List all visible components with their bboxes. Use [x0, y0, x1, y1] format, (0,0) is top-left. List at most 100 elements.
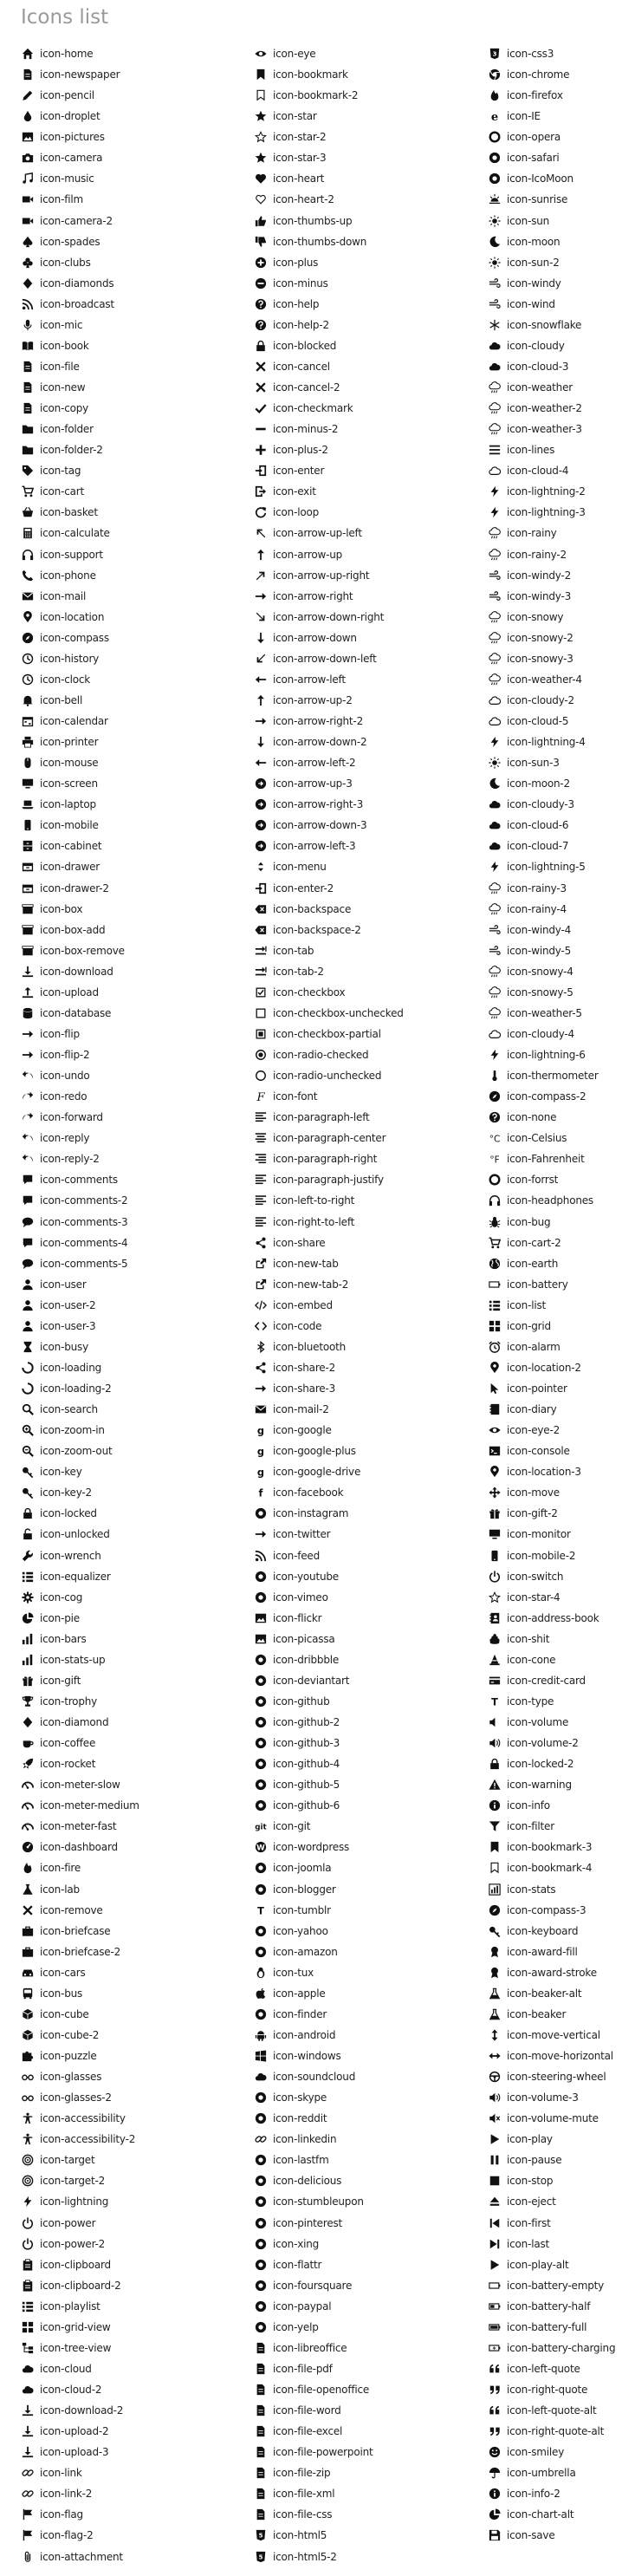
- icon-name-label: icon-mobile: [40, 819, 99, 832]
- icon-name-label: icon-box-remove: [40, 944, 125, 957]
- icon-name-label: icon-reddit: [273, 2112, 327, 2125]
- icon-list-item: icon-exit: [254, 481, 404, 502]
- icon-list-item: icon-move-horizontal: [488, 2046, 615, 2066]
- icon-name-label: icon-flattr: [273, 2258, 322, 2271]
- icon-name-label: icon-arrow-right-2: [273, 715, 364, 728]
- icon-list-item: icon-drawer: [21, 856, 139, 877]
- support-icon: [21, 548, 34, 561]
- first-icon: [488, 2216, 501, 2229]
- wordpress-icon: W: [254, 1841, 267, 1854]
- html5-icon: 5: [254, 2529, 267, 2542]
- cloud-icon: [21, 2362, 34, 2375]
- icon-list-item: icon-volume: [488, 1712, 615, 1733]
- icon-name-label: icon-database: [40, 1006, 112, 1019]
- icon-name-label: icon-css3: [507, 48, 554, 61]
- icon-list-item: icon-bug: [488, 1212, 615, 1233]
- icon-name-label: icon-rainy-3: [507, 881, 567, 894]
- icon-list-item: icon-drawer-2: [21, 878, 139, 899]
- icon-list-item: icon-comments-5: [21, 1253, 139, 1274]
- icon-list-item: icon-left-quote: [488, 2358, 615, 2379]
- icon-name-label: icon-eye: [273, 48, 316, 61]
- icon-name-label: icon-delicious: [273, 2175, 342, 2188]
- icon-name-label: icon-box: [40, 902, 83, 915]
- icon-name-label: icon-snowflake: [507, 318, 582, 331]
- icon-list-item: icon-keyboard: [488, 1921, 615, 1942]
- icon-list-item: icon-loading: [21, 1357, 139, 1378]
- icon-list-item: icon-power-2: [21, 2234, 139, 2254]
- cloud-4-icon: [488, 465, 501, 478]
- icon-name-label: icon-compass-2: [507, 1090, 586, 1103]
- icon-list-item: icon-sun-3: [488, 752, 615, 773]
- icon-list-item: icon-grid-view: [21, 2317, 139, 2338]
- icon-list-item: icon-arrow-up-right: [254, 565, 404, 586]
- tumblr-icon: T: [254, 1903, 267, 1916]
- icon-name-label: icon-heart: [273, 172, 325, 185]
- icon-list-item: icon-earth: [488, 1253, 615, 1274]
- icon-list-item: icon-github-2: [254, 1712, 404, 1733]
- checkmark-icon: [254, 402, 267, 415]
- font-icon: F: [254, 1090, 267, 1103]
- icon-list-item: icon-paragraph-center: [254, 1128, 404, 1148]
- icon-list-item: icon-lastfm: [254, 2150, 404, 2170]
- icon-name-label: icon-move-horizontal: [507, 2050, 613, 2063]
- icon-name-label: icon-tumblr: [273, 1903, 331, 1916]
- icon-name-label: icon-help: [273, 297, 320, 310]
- weather-5-icon: [488, 1006, 501, 1019]
- icon-name-label: icon-git: [273, 1820, 311, 1833]
- icon-name-label: icon-arrow-up-left: [273, 527, 362, 540]
- icon-name-label: icon-github-6: [273, 1799, 340, 1812]
- icon-list-item: icon-support: [21, 544, 139, 565]
- icon-name-label: icon-puzzle: [40, 2050, 97, 2063]
- paypal-icon: [254, 2300, 267, 2313]
- icon-name-label: icon-sunrise: [507, 193, 568, 206]
- icon-list-item: icon-award-fill: [488, 1942, 615, 1962]
- icon-name-label: icon-mobile-2: [507, 1549, 576, 1562]
- icon-name-label: icon-type: [507, 1695, 554, 1708]
- icon-name-label: icon-bookmark-4: [507, 1862, 593, 1875]
- icon-list-item: icon-mobile-2: [488, 1545, 615, 1566]
- icon-name-label: icon-list: [507, 1298, 547, 1311]
- icon-name-label: icon-left-quote-alt: [507, 2404, 597, 2417]
- broadcast-icon: [21, 297, 34, 310]
- icon-list-item: icon-film: [21, 189, 139, 210]
- icon-name-label: icon-user-2: [40, 1298, 96, 1311]
- icon-name-label: icon-loading-2: [40, 1382, 112, 1395]
- icon-list-item: icon-new-tab: [254, 1253, 404, 1274]
- arrow-down-right-icon: [254, 610, 267, 623]
- icon-name-label: icon-drawer-2: [40, 881, 109, 894]
- icon-name-label: icon-bell: [40, 693, 83, 706]
- icon-list-item: icon-download: [21, 961, 139, 982]
- icon-list-item: icon-comments-2: [21, 1190, 139, 1211]
- droplet-icon: [21, 110, 34, 123]
- icon-list-item: icon-bookmark: [254, 64, 404, 85]
- eject-icon: [488, 2195, 501, 2208]
- snowflake-icon: [488, 318, 501, 331]
- icon-name-label: icon-windy-4: [507, 923, 572, 936]
- icon-list-item: f icon-facebook: [254, 1482, 404, 1503]
- icon-name-label: icon-none: [507, 1111, 557, 1124]
- icon-list-item: icon-box: [21, 899, 139, 920]
- icon-name-label: icon-battery-charging: [507, 2341, 616, 2354]
- icon-name-label: icon-user: [40, 1278, 87, 1291]
- icon-list-item: icon-github-4: [254, 1753, 404, 1774]
- power-2-icon: [21, 2237, 34, 2250]
- gift-icon: [21, 1674, 34, 1687]
- icon-list-item: icon-pictures: [21, 127, 139, 147]
- location-3-icon: [488, 1466, 501, 1479]
- icon-name-label: icon-moon-2: [507, 777, 570, 790]
- icon-name-label: icon-cloudy-4: [507, 1027, 574, 1040]
- icon-name-label: icon-power: [40, 2216, 96, 2229]
- icon-name-label: icon-bookmark: [273, 68, 348, 81]
- icon-name-label: icon-amazon: [273, 1945, 338, 1958]
- icon-name-label: icon-chrome: [507, 68, 570, 81]
- volume-mute-icon: [488, 2112, 501, 2125]
- icon-list-item: icon-power: [21, 2213, 139, 2234]
- icon-list-item: icon-bus: [21, 1983, 139, 2004]
- icon-list-item: icon-calendar: [21, 711, 139, 732]
- icon-list-item: icon-libreoffice: [254, 2338, 404, 2358]
- loading-icon: [21, 1361, 34, 1374]
- icon-list-item: icon-opera: [488, 127, 615, 147]
- enter-2-icon: [254, 881, 267, 894]
- icon-list-item: icon-star-2: [254, 127, 404, 147]
- svg-text:g: g: [256, 1467, 263, 1479]
